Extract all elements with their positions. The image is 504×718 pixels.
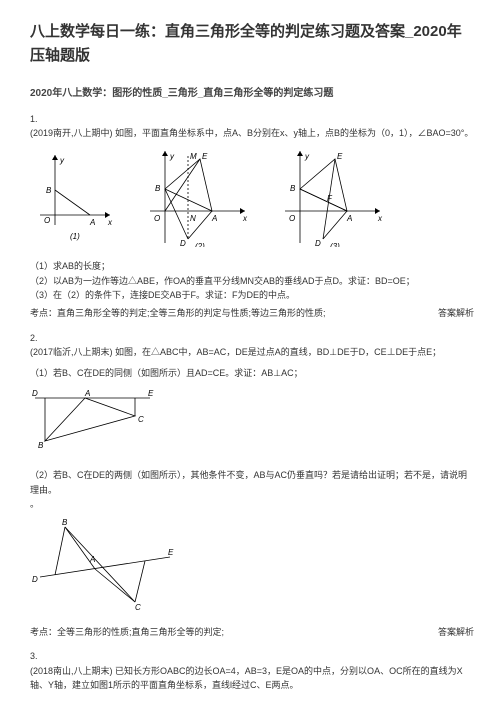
svg-text:(1): (1) — [70, 232, 80, 241]
svg-text:D: D — [315, 239, 321, 247]
q2-dot: 。 — [30, 497, 474, 511]
svg-text:O: O — [44, 216, 50, 225]
svg-text:A: A — [89, 218, 95, 227]
svg-text:E: E — [202, 152, 208, 161]
q3-number: 3. — [30, 649, 474, 663]
svg-text:M: M — [190, 152, 197, 161]
q1-part1: （1）求AB的长度； — [30, 259, 474, 273]
svg-text:B: B — [62, 518, 68, 527]
svg-text:D: D — [32, 575, 38, 584]
q2-figure1: D E A B C — [30, 386, 474, 460]
svg-text:O: O — [154, 214, 160, 223]
svg-text:C: C — [138, 415, 144, 424]
q1-stem: (2019南开,八上期中) 如图，平面直角坐标系中，点A、B分别在x、y轴上，点… — [30, 126, 474, 140]
svg-text:E: E — [148, 389, 154, 398]
svg-text:B: B — [38, 441, 44, 450]
q1-answer-link[interactable]: 答案解析 — [438, 306, 474, 320]
q2-part1: （1）若B、C在DE的同侧（如图所示）且AD=CE。求证：AB⊥AC； — [30, 366, 474, 380]
svg-text:y: y — [304, 152, 310, 161]
svg-text:A: A — [346, 214, 352, 223]
svg-text:A: A — [211, 214, 217, 223]
svg-text:D: D — [32, 389, 38, 398]
q2-answer-link[interactable]: 答案解析 — [438, 625, 474, 639]
svg-text:E: E — [337, 152, 343, 161]
svg-text:y: y — [59, 156, 65, 165]
svg-text:(2): (2) — [195, 242, 205, 247]
q1-part3: （3）在（2）的条件下，连接DE交AB于F。求证：F为DE的中点。 — [30, 288, 474, 302]
q2-kaodian: 考点：全等三角形的性质;直角三角形全等的判定; — [30, 625, 224, 639]
q2-figure2: D E A B C — [30, 517, 474, 616]
q2-number: 2. — [30, 331, 474, 345]
q2-part2: （2）若B、C在DE的两侧（如图所示），其他条件不变，AB与AC仍垂直吗？若是请… — [30, 468, 474, 497]
svg-text:A: A — [84, 389, 90, 398]
q1-kaodian: 考点：直角三角形全等的判定;全等三角形的判定与性质;等边三角形的性质; — [30, 306, 326, 320]
page-title: 八上数学每日一练：直角三角形全等的判定练习题及答案_2020年压轴题版 — [30, 20, 474, 68]
svg-text:y: y — [169, 152, 175, 161]
svg-text:O: O — [289, 214, 295, 223]
svg-text:N: N — [190, 214, 196, 223]
q2-stem: (2017临沂,八上期末) 如图，在△ABC中，AB=AC，DE是过点A的直线，… — [30, 345, 474, 359]
svg-text:D: D — [180, 239, 186, 247]
q1-figures: O x y B A (1) O x y A B E M N D (2) — [30, 147, 474, 251]
q1-part2: （2）以AB为一边作等边△ABE，作OA的垂直平分线MN交AB的垂线AD于点D。… — [30, 274, 474, 288]
svg-text:B: B — [290, 184, 296, 193]
sub-title: 2020年八上数学：图形的性质_三角形_直角三角形全等的判定练习题 — [30, 86, 474, 102]
q1-number: 1. — [30, 112, 474, 126]
svg-text:B: B — [46, 186, 52, 195]
svg-text:C: C — [135, 603, 141, 612]
svg-text:x: x — [377, 214, 383, 223]
svg-text:(3): (3) — [330, 242, 340, 247]
svg-text:x: x — [242, 214, 248, 223]
svg-text:x: x — [107, 218, 113, 227]
svg-text:B: B — [155, 184, 161, 193]
svg-text:E: E — [168, 548, 174, 557]
q3-stem: (2018南山,八上期末) 已知长方形OABC的边长OA=4，AB=3，E是OA… — [30, 664, 474, 693]
